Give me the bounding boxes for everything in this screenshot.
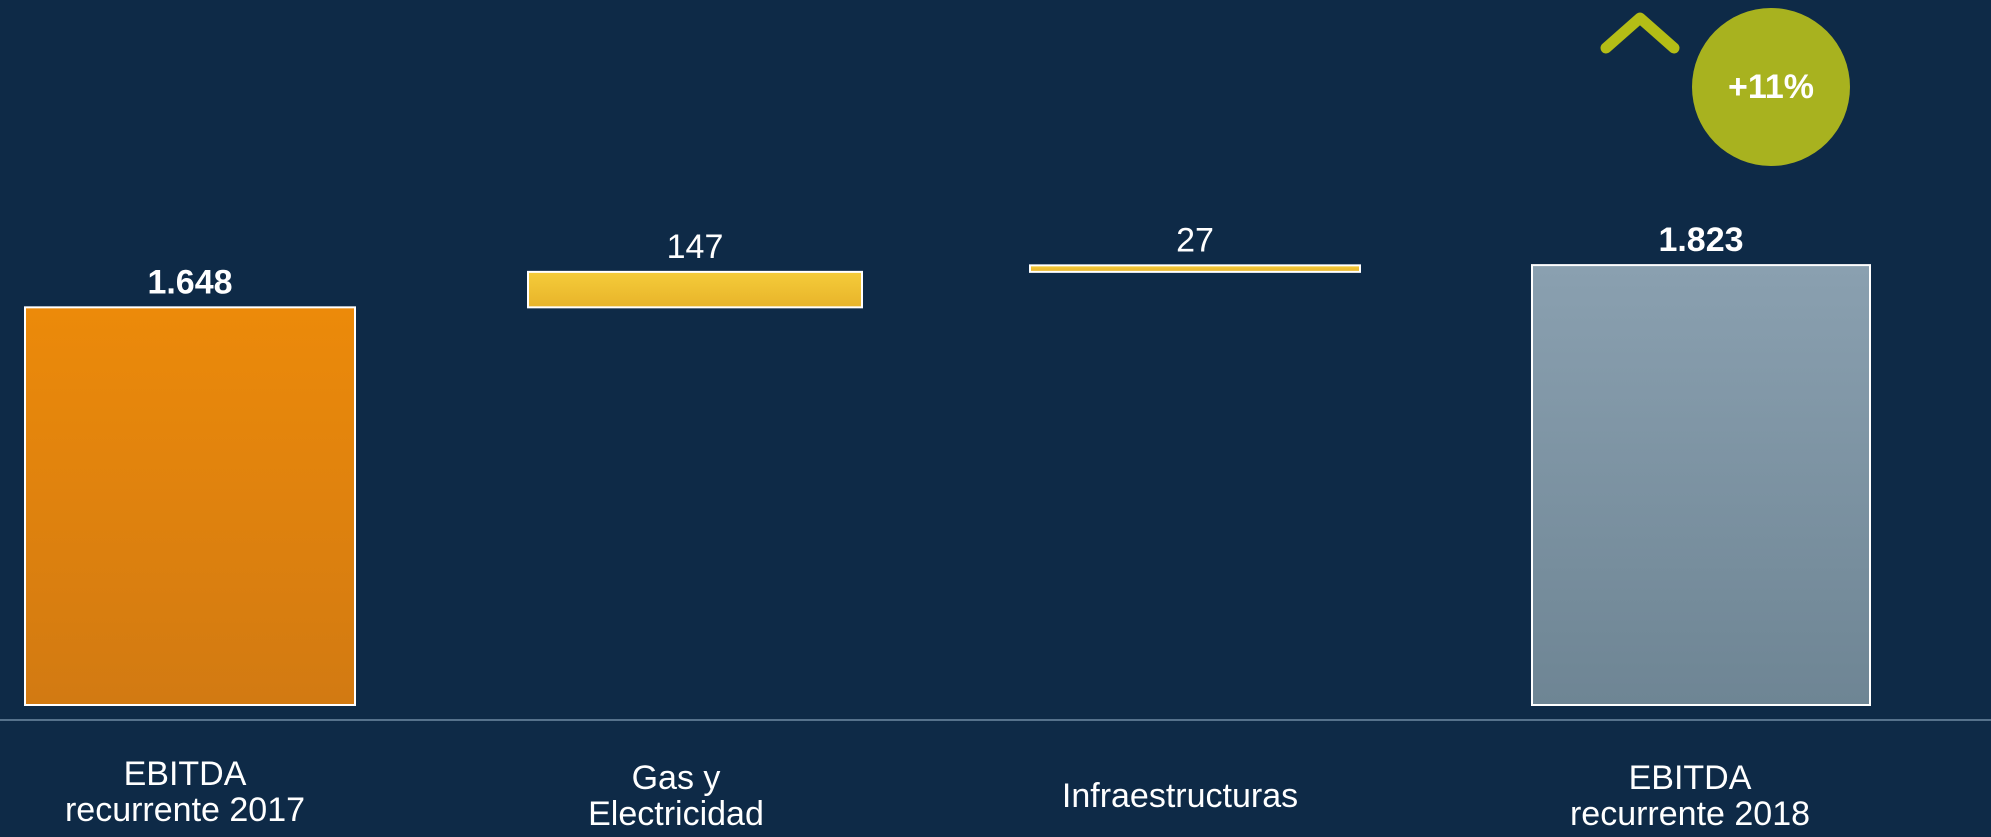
bar-3 bbox=[1531, 264, 1871, 706]
value-label-2: 27 bbox=[1176, 221, 1214, 259]
value-label-1: 147 bbox=[667, 228, 724, 266]
category-label-3: EBITDA recurrente 2018 bbox=[1569, 759, 1811, 833]
growth-badge-label: +11% bbox=[1727, 67, 1815, 106]
category-label-2: Infraestructuras bbox=[1061, 777, 1299, 815]
value-label-3: 1.823 bbox=[1658, 221, 1743, 259]
category-label-1: Gas y Electricidad bbox=[588, 759, 764, 833]
category-label-0: EBITDA recurrente 2017 bbox=[64, 755, 306, 829]
value-label-0: 1.648 bbox=[147, 263, 232, 301]
bar-0 bbox=[24, 306, 356, 706]
bar-1 bbox=[527, 270, 863, 309]
chevron-up-icon bbox=[1600, 12, 1680, 54]
bar-2 bbox=[1029, 264, 1361, 273]
growth-badge: +11% bbox=[1692, 8, 1850, 166]
